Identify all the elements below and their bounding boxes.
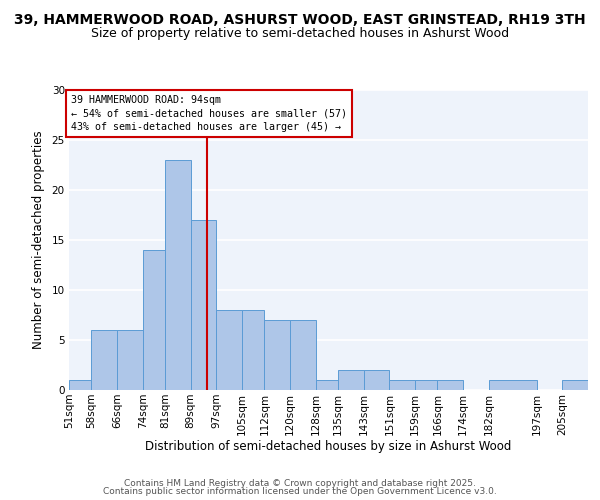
Bar: [415, 380, 437, 390]
Bar: [143, 250, 165, 390]
Bar: [91, 330, 117, 390]
Text: Size of property relative to semi-detached houses in Ashurst Wood: Size of property relative to semi-detach…: [91, 28, 509, 40]
Bar: [117, 330, 143, 390]
Text: Contains public sector information licensed under the Open Government Licence v3: Contains public sector information licen…: [103, 487, 497, 496]
Bar: [265, 320, 290, 390]
Bar: [437, 380, 463, 390]
Bar: [488, 380, 537, 390]
Bar: [217, 310, 242, 390]
Bar: [69, 380, 91, 390]
Bar: [338, 370, 364, 390]
Bar: [165, 160, 191, 390]
X-axis label: Distribution of semi-detached houses by size in Ashurst Wood: Distribution of semi-detached houses by …: [145, 440, 512, 454]
Text: 39 HAMMERWOOD ROAD: 94sqm
← 54% of semi-detached houses are smaller (57)
43% of : 39 HAMMERWOOD ROAD: 94sqm ← 54% of semi-…: [71, 95, 347, 132]
Bar: [290, 320, 316, 390]
Bar: [316, 380, 338, 390]
Text: Contains HM Land Registry data © Crown copyright and database right 2025.: Contains HM Land Registry data © Crown c…: [124, 478, 476, 488]
Bar: [562, 380, 588, 390]
Bar: [242, 310, 265, 390]
Y-axis label: Number of semi-detached properties: Number of semi-detached properties: [32, 130, 44, 350]
Bar: [389, 380, 415, 390]
Bar: [191, 220, 217, 390]
Bar: [364, 370, 389, 390]
Text: 39, HAMMERWOOD ROAD, ASHURST WOOD, EAST GRINSTEAD, RH19 3TH: 39, HAMMERWOOD ROAD, ASHURST WOOD, EAST …: [14, 12, 586, 26]
